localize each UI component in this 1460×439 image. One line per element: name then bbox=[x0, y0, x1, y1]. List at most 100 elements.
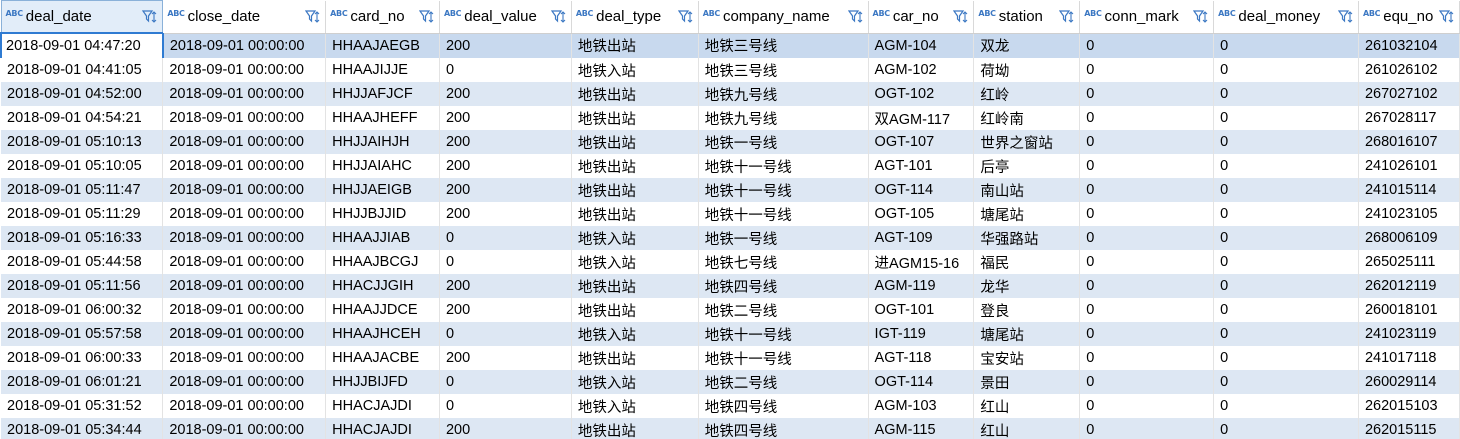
cell-deal-value[interactable]: 200 bbox=[439, 33, 572, 58]
cell-close-date[interactable]: 2018-09-01 00:00:00 bbox=[162, 154, 327, 178]
cell-deal-value[interactable]: 200 bbox=[439, 178, 572, 202]
cell-deal-value[interactable]: 200 bbox=[439, 130, 572, 154]
cell-conn-mark[interactable]: 0 bbox=[1079, 418, 1215, 439]
cell-deal-type[interactable]: 地铁出站 bbox=[571, 154, 699, 178]
cell-close-date[interactable]: 2018-09-01 00:00:00 bbox=[162, 130, 327, 154]
column-header-equ-no[interactable]: ABC equ_no bbox=[1358, 0, 1460, 34]
cell-station[interactable]: 塘尾站 bbox=[973, 322, 1081, 346]
cell-close-date[interactable]: 2018-09-01 00:00:00 bbox=[162, 33, 327, 58]
cell-deal-money[interactable]: 0 bbox=[1213, 154, 1359, 178]
cell-deal-money[interactable]: 0 bbox=[1213, 418, 1359, 439]
column-header-company-name[interactable]: ABC company_name bbox=[698, 0, 869, 34]
cell-car-no[interactable]: OGT-105 bbox=[868, 202, 975, 226]
cell-deal-date[interactable]: 2018-09-01 05:11:56 bbox=[1, 274, 164, 298]
cell-card-no[interactable]: HHACJAJDI bbox=[325, 394, 440, 418]
cell-card-no[interactable]: HHAAJHEFF bbox=[325, 106, 440, 130]
cell-company-name[interactable]: 地铁十一号线 bbox=[698, 202, 869, 226]
cell-deal-date[interactable]: 2018-09-01 05:11:29 bbox=[1, 202, 164, 226]
cell-car-no[interactable]: 进AGM15-16 bbox=[868, 250, 975, 274]
cell-deal-type[interactable]: 地铁出站 bbox=[571, 274, 699, 298]
cell-close-date[interactable]: 2018-09-01 00:00:00 bbox=[162, 250, 327, 274]
cell-deal-type[interactable]: 地铁入站 bbox=[571, 58, 699, 82]
table-row[interactable]: 2018-09-01 05:34:44 2018-09-01 00:00:00 HH… bbox=[1, 418, 1460, 439]
cell-deal-type[interactable]: 地铁入站 bbox=[571, 250, 699, 274]
cell-deal-value[interactable]: 200 bbox=[439, 298, 572, 322]
cell-station[interactable]: 景田 bbox=[973, 370, 1081, 394]
cell-card-no[interactable]: HHAAJHCEH bbox=[325, 322, 440, 346]
cell-card-no[interactable]: HHAAJBCGJ bbox=[325, 250, 440, 274]
cell-car-no[interactable]: 双AGM-117 bbox=[868, 106, 975, 130]
table-row[interactable]: 2018-09-01 05:11:56 2018-09-01 00:00:00 HH… bbox=[1, 274, 1460, 298]
cell-car-no[interactable]: OGT-102 bbox=[868, 82, 975, 106]
cell-deal-date[interactable]: 2018-09-01 05:16:33 bbox=[1, 226, 164, 250]
table-row[interactable]: 2018-09-01 05:11:29 2018-09-01 00:00:00 HH… bbox=[1, 202, 1460, 226]
column-header-conn-mark[interactable]: ABC conn_mark bbox=[1079, 0, 1215, 34]
cell-car-no[interactable]: OGT-114 bbox=[868, 178, 975, 202]
cell-station[interactable]: 双龙 bbox=[973, 33, 1081, 58]
cell-car-no[interactable]: AGT-118 bbox=[868, 346, 975, 370]
cell-conn-mark[interactable]: 0 bbox=[1079, 82, 1215, 106]
cell-company-name[interactable]: 地铁十一号线 bbox=[698, 154, 869, 178]
cell-company-name[interactable]: 地铁九号线 bbox=[698, 82, 869, 106]
cell-deal-value[interactable]: 0 bbox=[439, 226, 572, 250]
cell-close-date[interactable]: 2018-09-01 00:00:00 bbox=[162, 178, 327, 202]
column-header-close-date[interactable]: ABC close_date bbox=[162, 0, 327, 34]
cell-equ-no[interactable]: 241023105 bbox=[1358, 202, 1460, 226]
column-header-car-no[interactable]: ABC car_no bbox=[868, 0, 975, 34]
cell-close-date[interactable]: 2018-09-01 00:00:00 bbox=[162, 322, 327, 346]
cell-deal-money[interactable]: 0 bbox=[1213, 106, 1359, 130]
cell-deal-date[interactable]: 2018-09-01 06:01:21 bbox=[1, 370, 164, 394]
table-row[interactable]: 2018-09-01 06:01:21 2018-09-01 00:00:00 HH… bbox=[1, 370, 1460, 394]
table-row[interactable]: 2018-09-01 06:00:33 2018-09-01 00:00:00 HH… bbox=[1, 346, 1460, 370]
cell-car-no[interactable]: OGT-107 bbox=[868, 130, 975, 154]
table-row[interactable]: 2018-09-01 05:44:58 2018-09-01 00:00:00 HH… bbox=[1, 250, 1460, 274]
cell-card-no[interactable]: HHAAJACBE bbox=[325, 346, 440, 370]
cell-station[interactable]: 后亭 bbox=[973, 154, 1081, 178]
cell-deal-money[interactable]: 0 bbox=[1213, 370, 1359, 394]
table-row[interactable]: 2018-09-01 04:52:00 2018-09-01 00:00:00 HH… bbox=[1, 82, 1460, 106]
cell-station[interactable]: 红岭南 bbox=[973, 106, 1081, 130]
cell-equ-no[interactable]: 262015115 bbox=[1358, 418, 1460, 439]
cell-conn-mark[interactable]: 0 bbox=[1079, 394, 1215, 418]
cell-deal-type[interactable]: 地铁出站 bbox=[571, 298, 699, 322]
cell-company-name[interactable]: 地铁四号线 bbox=[698, 394, 869, 418]
cell-deal-type[interactable]: 地铁入站 bbox=[571, 322, 699, 346]
cell-close-date[interactable]: 2018-09-01 00:00:00 bbox=[162, 346, 327, 370]
cell-equ-no[interactable]: 260029114 bbox=[1358, 370, 1460, 394]
cell-conn-mark[interactable]: 0 bbox=[1079, 346, 1215, 370]
cell-close-date[interactable]: 2018-09-01 00:00:00 bbox=[162, 370, 327, 394]
cell-close-date[interactable]: 2018-09-01 00:00:00 bbox=[162, 394, 327, 418]
cell-deal-date[interactable]: 2018-09-01 05:10:05 bbox=[1, 154, 164, 178]
cell-conn-mark[interactable]: 0 bbox=[1079, 298, 1215, 322]
cell-deal-value[interactable]: 200 bbox=[439, 154, 572, 178]
cell-deal-money[interactable]: 0 bbox=[1213, 33, 1359, 58]
cell-equ-no[interactable]: 241015114 bbox=[1358, 178, 1460, 202]
cell-conn-mark[interactable]: 0 bbox=[1079, 106, 1215, 130]
filter-sort-icon[interactable] bbox=[418, 9, 435, 25]
cell-company-name[interactable]: 地铁四号线 bbox=[698, 274, 869, 298]
table-row[interactable]: 2018-09-01 06:00:32 2018-09-01 00:00:00 HH… bbox=[1, 298, 1460, 322]
table-row[interactable]: 2018-09-01 05:11:47 2018-09-01 00:00:00 HH… bbox=[1, 178, 1460, 202]
cell-car-no[interactable]: OGT-114 bbox=[868, 370, 975, 394]
cell-deal-date[interactable]: 2018-09-01 05:11:47 bbox=[1, 178, 164, 202]
cell-equ-no[interactable]: 268006109 bbox=[1358, 226, 1460, 250]
cell-station[interactable]: 福民 bbox=[973, 250, 1081, 274]
cell-deal-value[interactable]: 200 bbox=[439, 274, 572, 298]
cell-deal-date[interactable]: 2018-09-01 05:57:58 bbox=[1, 322, 164, 346]
cell-station[interactable]: 荷坳 bbox=[973, 58, 1081, 82]
cell-company-name[interactable]: 地铁二号线 bbox=[698, 298, 869, 322]
filter-sort-icon[interactable] bbox=[1438, 9, 1455, 25]
cell-deal-date[interactable]: 2018-09-01 04:47:20 bbox=[0, 32, 164, 58]
cell-company-name[interactable]: 地铁七号线 bbox=[698, 250, 869, 274]
cell-deal-value[interactable]: 200 bbox=[439, 418, 572, 439]
cell-deal-date[interactable]: 2018-09-01 04:54:21 bbox=[1, 106, 164, 130]
column-header-deal-value[interactable]: ABC deal_value bbox=[439, 0, 572, 34]
cell-conn-mark[interactable]: 0 bbox=[1079, 202, 1215, 226]
filter-sort-icon[interactable] bbox=[550, 9, 567, 25]
cell-card-no[interactable]: HHJJAIAHC bbox=[325, 154, 440, 178]
cell-equ-no[interactable]: 241026101 bbox=[1358, 154, 1460, 178]
cell-deal-date[interactable]: 2018-09-01 05:10:13 bbox=[1, 130, 164, 154]
cell-equ-no[interactable]: 265025111 bbox=[1358, 250, 1460, 274]
cell-deal-money[interactable]: 0 bbox=[1213, 274, 1359, 298]
cell-card-no[interactable]: HHJJAFJCF bbox=[325, 82, 440, 106]
